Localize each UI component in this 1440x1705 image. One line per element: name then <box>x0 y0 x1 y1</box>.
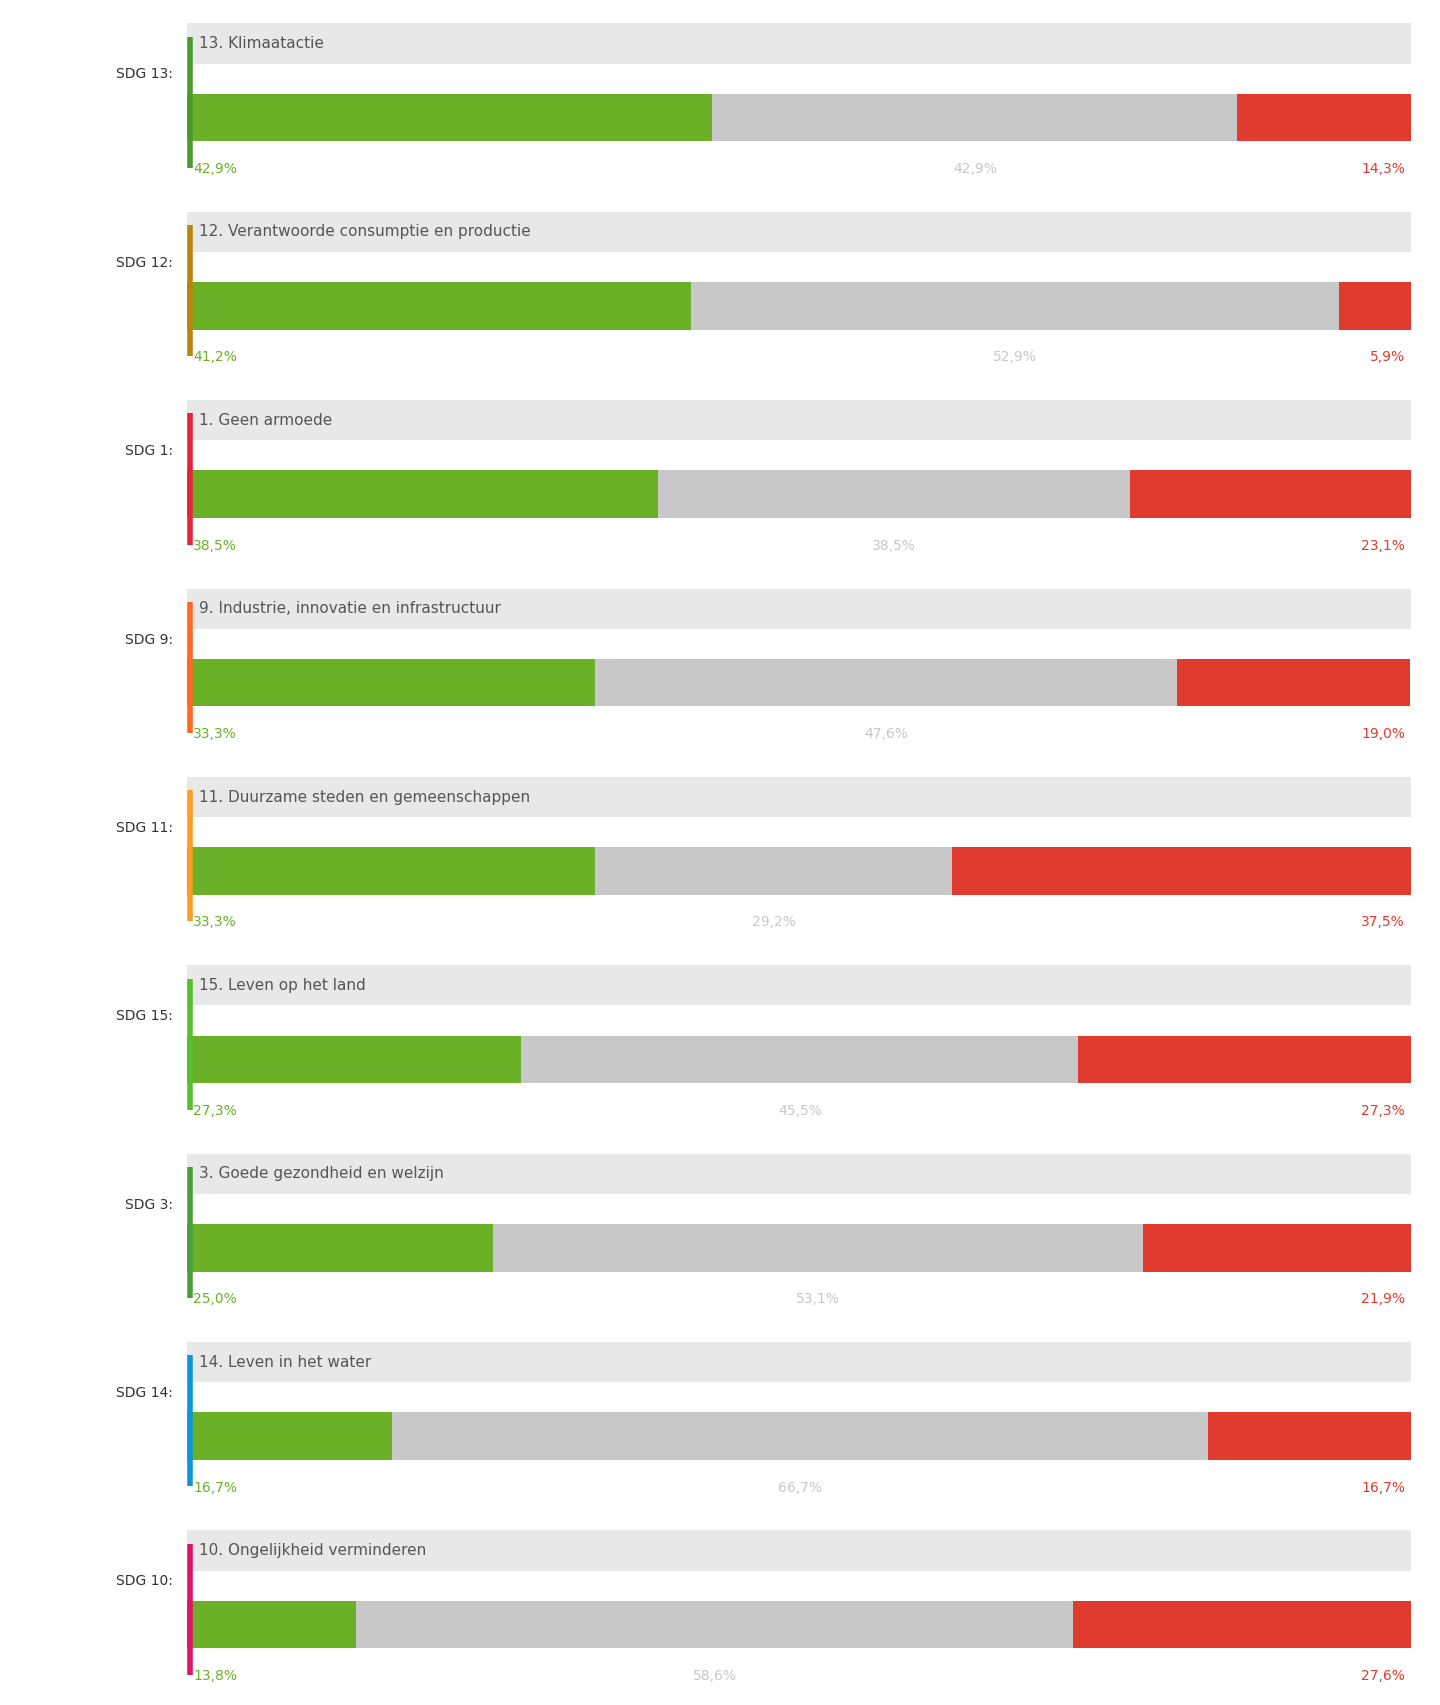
Text: 21,9%: 21,9% <box>1361 1292 1405 1306</box>
Text: SDG 12:: SDG 12: <box>117 256 173 269</box>
Bar <box>187 1531 1411 1570</box>
Text: SDG 1:: SDG 1: <box>125 445 173 459</box>
Text: 27,6%: 27,6% <box>1361 1669 1405 1683</box>
Text: 10. Ongelijkheid verminderen: 10. Ongelijkheid verminderen <box>199 1543 426 1558</box>
Bar <box>1178 658 1410 706</box>
Text: SDG 9:: SDG 9: <box>125 633 173 646</box>
Bar <box>1130 471 1413 518</box>
Text: SDG 11:: SDG 11: <box>115 820 173 835</box>
Bar <box>1143 1224 1411 1272</box>
Text: 33,3%: 33,3% <box>193 916 238 929</box>
Text: 58,6%: 58,6% <box>693 1669 737 1683</box>
Bar <box>187 471 658 518</box>
Text: 13. Klimaatactie: 13. Klimaatactie <box>199 36 324 51</box>
Text: 14,3%: 14,3% <box>1361 162 1405 176</box>
Text: 38,5%: 38,5% <box>873 539 916 552</box>
Text: 19,0%: 19,0% <box>1361 726 1405 742</box>
Text: 41,2%: 41,2% <box>193 350 238 365</box>
Bar <box>187 1601 356 1649</box>
Bar <box>187 1224 492 1272</box>
Bar <box>187 965 1411 1006</box>
Bar <box>187 401 1411 440</box>
Text: 23,1%: 23,1% <box>1361 539 1405 552</box>
Text: 37,5%: 37,5% <box>1361 916 1405 929</box>
Text: SDG 14:: SDG 14: <box>117 1386 173 1400</box>
Text: 13,8%: 13,8% <box>193 1669 238 1683</box>
Text: 45,5%: 45,5% <box>778 1103 822 1118</box>
Bar <box>392 1412 1208 1459</box>
Bar <box>952 847 1411 895</box>
Text: 9. Industrie, innovatie en infrastructuur: 9. Industrie, innovatie en infrastructuu… <box>199 602 501 616</box>
Text: 29,2%: 29,2% <box>752 916 795 929</box>
Text: SDG 10:: SDG 10: <box>117 1574 173 1589</box>
Text: 1. Geen armoede: 1. Geen armoede <box>199 413 333 428</box>
Bar <box>187 1154 1411 1194</box>
Text: 16,7%: 16,7% <box>193 1480 238 1495</box>
Bar <box>1237 94 1413 142</box>
Bar <box>187 24 1411 63</box>
Text: 42,9%: 42,9% <box>953 162 996 176</box>
Text: 33,3%: 33,3% <box>193 726 238 742</box>
Text: 14. Leven in het water: 14. Leven in het water <box>199 1355 372 1369</box>
Text: 3. Goede gezondheid en welzijn: 3. Goede gezondheid en welzijn <box>199 1166 444 1182</box>
Text: 53,1%: 53,1% <box>796 1292 840 1306</box>
Text: 11. Duurzame steden en gemeenschappen: 11. Duurzame steden en gemeenschappen <box>199 789 530 805</box>
Bar <box>187 658 595 706</box>
Bar <box>187 1342 1411 1383</box>
Bar <box>187 1412 392 1459</box>
Text: 38,5%: 38,5% <box>193 539 238 552</box>
Bar <box>1208 1412 1413 1459</box>
Bar <box>595 847 952 895</box>
Text: 27,3%: 27,3% <box>193 1103 238 1118</box>
Text: 12. Verantwoorde consumptie en productie: 12. Verantwoorde consumptie en productie <box>199 225 531 239</box>
Bar <box>187 211 1411 252</box>
Bar <box>521 1035 1079 1083</box>
Text: 27,3%: 27,3% <box>1361 1103 1405 1118</box>
Text: 25,0%: 25,0% <box>193 1292 238 1306</box>
Bar <box>187 588 1411 629</box>
Bar <box>492 1224 1143 1272</box>
Bar <box>1073 1601 1411 1649</box>
Text: 47,6%: 47,6% <box>864 726 909 742</box>
Bar <box>1339 281 1411 329</box>
Text: 52,9%: 52,9% <box>994 350 1037 365</box>
Bar <box>356 1601 1073 1649</box>
Bar <box>658 471 1130 518</box>
Bar <box>187 281 691 329</box>
Text: SDG 15:: SDG 15: <box>117 1009 173 1023</box>
Bar <box>187 847 595 895</box>
Text: SDG 13:: SDG 13: <box>117 68 173 82</box>
Text: 5,9%: 5,9% <box>1369 350 1405 365</box>
Bar <box>691 281 1339 329</box>
Text: SDG 3:: SDG 3: <box>125 1197 173 1212</box>
Bar <box>187 94 713 142</box>
Bar <box>713 94 1237 142</box>
Bar <box>595 658 1178 706</box>
Bar <box>1079 1035 1413 1083</box>
Bar <box>187 1035 521 1083</box>
Text: 42,9%: 42,9% <box>193 162 238 176</box>
Text: 66,7%: 66,7% <box>778 1480 822 1495</box>
Bar <box>187 777 1411 817</box>
Text: 16,7%: 16,7% <box>1361 1480 1405 1495</box>
Text: 15. Leven op het land: 15. Leven op het land <box>199 979 366 992</box>
